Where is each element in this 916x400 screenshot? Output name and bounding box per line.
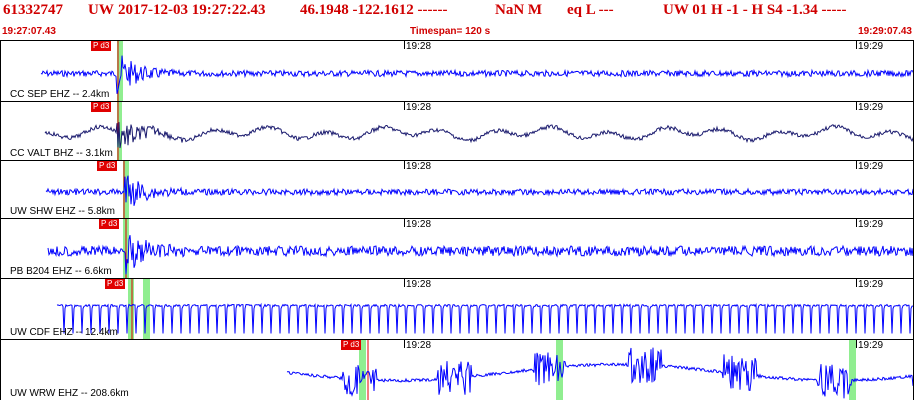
seismogram-trace	[56, 279, 913, 339]
time-tick-label: 19:28	[406, 41, 432, 52]
waveform	[286, 347, 913, 399]
time-tick-label: 19:29	[858, 102, 884, 113]
time-tick-label: 19:28	[406, 340, 432, 351]
time-end: 19:29:07.43	[858, 26, 912, 37]
station-label: UW CDF EHZ -- 12.4km	[10, 327, 118, 338]
pick-highlight	[143, 279, 150, 339]
waveform	[56, 302, 913, 334]
phase-pick-marker[interactable]: P d3	[97, 161, 118, 171]
time-tick-mark	[404, 161, 405, 169]
time-tick-mark	[856, 41, 857, 49]
pick-highlight	[128, 279, 134, 339]
time-tick-mark	[856, 219, 857, 227]
time-tick-mark	[404, 340, 405, 348]
time-tick-mark	[856, 102, 857, 110]
trace-panel[interactable]: 19:28 19:29 P d3 UW CDF EHZ -- 12.4km	[0, 278, 914, 339]
trace-panel[interactable]: 19:28 19:29 P d3 PB B204 EHZ -- 6.6km	[0, 218, 914, 278]
time-tick-mark	[404, 41, 405, 49]
time-tick-mark	[856, 161, 857, 169]
time-tick-mark	[856, 340, 857, 348]
event-magnitude: NaN M	[495, 2, 543, 18]
trace-panel[interactable]: 19:28 19:29 P d3 CC VALT BHZ -- 3.1km	[0, 101, 914, 160]
seismogram-trace	[40, 41, 913, 101]
waveform	[47, 234, 913, 275]
event-status: UW 01 H -1 - H S4 -1.34 -----	[663, 2, 847, 18]
station-label: UW SHW EHZ -- 5.8km	[10, 206, 115, 217]
phase-pick-marker[interactable]: P d3	[105, 279, 126, 289]
phase-pick-marker[interactable]: P d3	[91, 102, 112, 112]
waveform	[44, 122, 913, 149]
seismogram-trace	[47, 219, 913, 278]
time-tick-mark	[856, 279, 857, 287]
time-tick-label: 19:28	[406, 279, 432, 290]
network-code: UW	[88, 2, 114, 18]
station-label: CC VALT BHZ -- 3.1km	[10, 148, 113, 159]
seismogram-trace	[45, 161, 913, 218]
event-datetime: 2017-12-03 19:27:22.43	[118, 2, 266, 18]
time-tick-mark	[404, 102, 405, 110]
pick-highlight	[849, 340, 856, 400]
event-coords: 46.1948 -122.1612 ------	[300, 2, 448, 18]
time-tick-label: 19:29	[858, 279, 884, 290]
time-tick-label: 19:29	[858, 340, 884, 351]
time-bar: 19:27:07.43 Timespan= 120 s 19:29:07.43	[0, 26, 916, 40]
station-label: CC SEP EHZ -- 2.4km	[10, 89, 110, 100]
event-header: 61332747 UW 2017-12-03 19:27:22.43 46.19…	[0, 0, 916, 26]
pick-highlight	[117, 41, 123, 101]
station-label: UW WRW EHZ -- 208.6km	[10, 388, 129, 399]
time-tick-mark	[404, 219, 405, 227]
pick-highlight	[359, 340, 366, 400]
time-tick-label: 19:29	[858, 219, 884, 230]
waveform	[45, 175, 913, 206]
time-tick-label: 19:29	[858, 41, 884, 52]
event-id: 61332747	[3, 2, 63, 18]
waveform	[40, 55, 913, 94]
phase-pick-marker[interactable]: P d3	[91, 41, 112, 51]
trace-panel[interactable]: 19:28 19:29 P d3 UW SHW EHZ -- 5.8km	[0, 160, 914, 218]
time-tick-mark	[404, 279, 405, 287]
timespan-label: Timespan= 120 s	[410, 26, 491, 37]
station-label: PB B204 EHZ -- 6.6km	[10, 266, 112, 277]
seismogram-trace	[44, 102, 913, 160]
seismogram-panels: 19:28 19:29 P d3 CC SEP EHZ -- 2.4km 19:28 19…	[0, 40, 916, 400]
phase-pick-marker[interactable]: P d3	[341, 340, 362, 350]
event-type: eq L ---	[567, 2, 614, 18]
trace-panel[interactable]: 19:28 19:29 P d3 UW WRW EHZ -- 208.6km	[0, 339, 914, 400]
seismogram-trace	[286, 340, 913, 400]
phase-pick-marker[interactable]: P d3	[99, 219, 120, 229]
trace-panel[interactable]: 19:28 19:29 P d3 CC SEP EHZ -- 2.4km	[0, 40, 914, 101]
time-tick-label: 19:28	[406, 102, 432, 113]
time-tick-label: 19:28	[406, 219, 432, 230]
time-tick-label: 19:29	[858, 161, 884, 172]
time-tick-label: 19:28	[406, 161, 432, 172]
time-start: 19:27:07.43	[2, 26, 56, 37]
